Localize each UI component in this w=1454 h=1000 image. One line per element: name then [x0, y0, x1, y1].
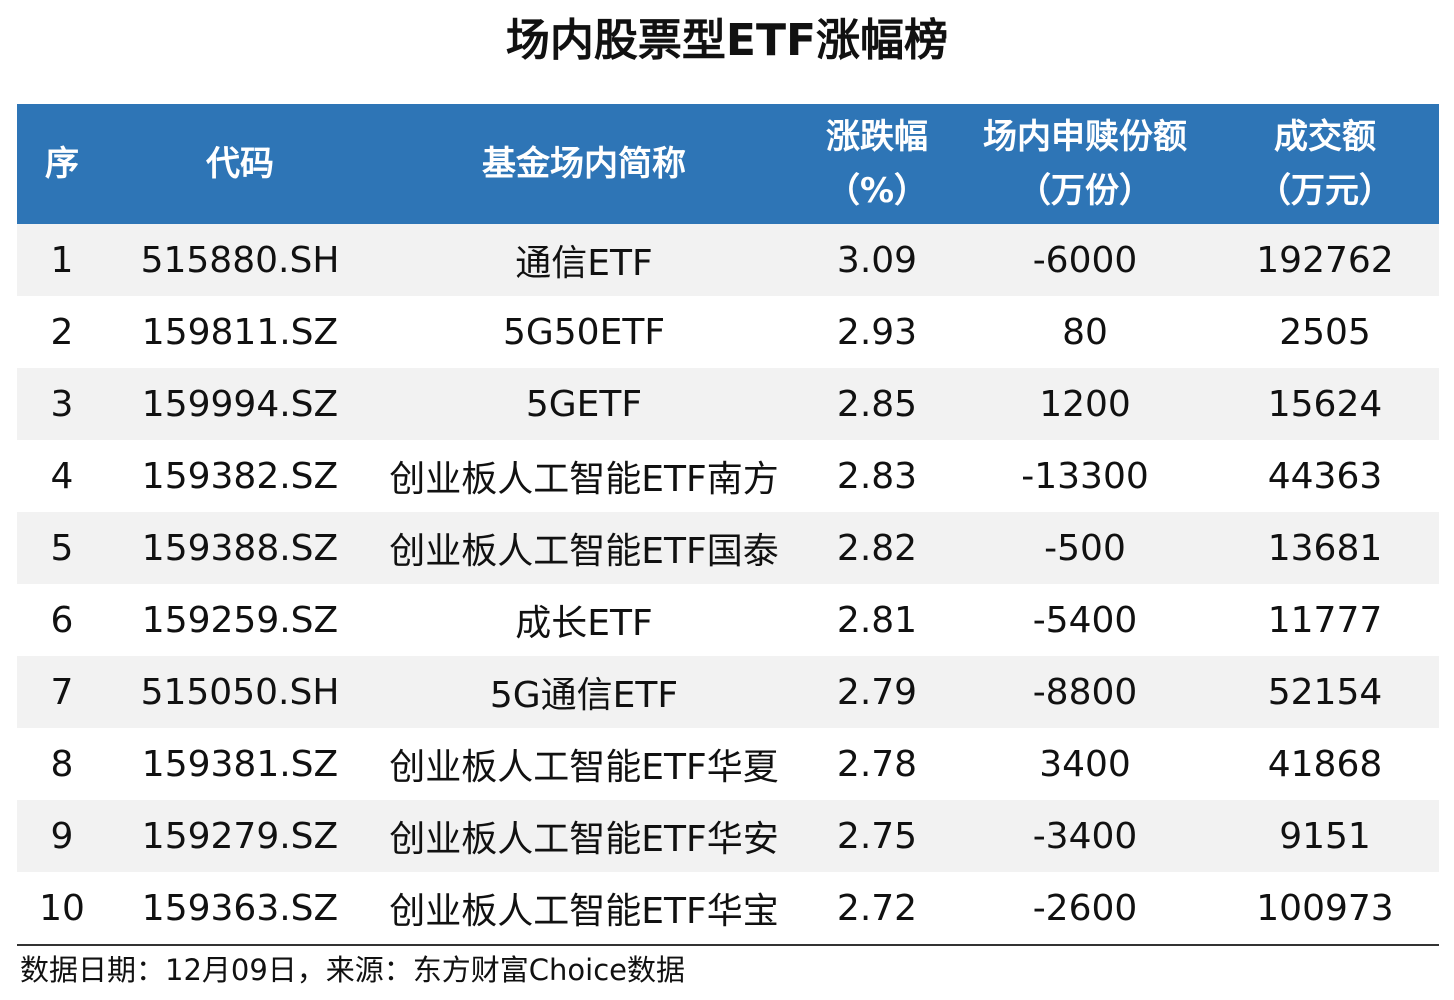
table-row: 7 515050.SH 5G通信ETF 2.79 -8800 52154 [17, 656, 1439, 728]
table-row: 9 159279.SZ 创业板人工智能ETF华安 2.75 -3400 9151 [17, 800, 1439, 872]
cell-change-pct: 2.75 [836, 815, 918, 857]
cell-change-pct: 2.78 [836, 743, 918, 785]
cell-subscription-shares: 3400 [1039, 743, 1131, 785]
cell-rank: 4 [50, 455, 74, 497]
cell-rank: 3 [50, 383, 74, 425]
table-row: 5 159388.SZ 创业板人工智能ETF国泰 2.82 -500 13681 [17, 512, 1439, 584]
cell-subscription-shares: 1200 [1039, 383, 1131, 425]
cell-code: 159259.SZ [141, 599, 339, 641]
cell-fund-name: 创业板人工智能ETF华夏 [389, 747, 779, 788]
cell-rank: 1 [50, 239, 74, 281]
cell-rank: 7 [50, 671, 74, 713]
footer-divider [17, 944, 1439, 946]
table-row: 2 159811.SZ 5G50ETF 2.93 80 2505 [17, 296, 1439, 368]
cell-change-pct: 2.79 [836, 671, 918, 713]
header-code: 代码 [206, 144, 274, 184]
table-row: 1 515880.SH 通信ETF 3.09 -6000 192762 [17, 224, 1439, 296]
cell-subscription-shares: -500 [1044, 527, 1126, 569]
cell-change-pct: 3.09 [836, 239, 918, 281]
table-row: 10 159363.SZ 创业板人工智能ETF华宝 2.72 -2600 100973 [17, 872, 1439, 944]
cell-code: 159382.SZ [141, 455, 339, 497]
cell-fund-name: 创业板人工智能ETF华宝 [389, 891, 779, 932]
cell-rank: 6 [50, 599, 74, 641]
cell-change-pct: 2.82 [836, 527, 918, 569]
cell-fund-name: 创业板人工智能ETF国泰 [389, 531, 779, 572]
cell-turnover: 41868 [1267, 743, 1383, 785]
cell-code: 159279.SZ [141, 815, 339, 857]
table-row: 8 159381.SZ 创业板人工智能ETF华夏 2.78 3400 41868 [17, 728, 1439, 800]
cell-turnover: 52154 [1267, 671, 1383, 713]
header-turnover: 成交额 （万元） [1257, 117, 1393, 211]
cell-fund-name: 创业板人工智能ETF南方 [389, 459, 779, 500]
cell-change-pct: 2.81 [836, 599, 918, 641]
cell-fund-name: 成长ETF [515, 603, 653, 644]
cell-subscription-shares: -8800 [1032, 671, 1138, 713]
table-row: 6 159259.SZ 成长ETF 2.81 -5400 11777 [17, 584, 1439, 656]
cell-subscription-shares: -13300 [1021, 455, 1149, 497]
cell-code: 515880.SH [140, 239, 340, 281]
cell-change-pct: 2.85 [836, 383, 918, 425]
cell-code: 159811.SZ [141, 311, 339, 353]
cell-turnover: 13681 [1267, 527, 1383, 569]
cell-code: 515050.SH [140, 671, 340, 713]
cell-subscription-shares: -6000 [1032, 239, 1138, 281]
cell-code: 159381.SZ [141, 743, 339, 785]
cell-turnover: 44363 [1267, 455, 1383, 497]
cell-fund-name: 创业板人工智能ETF华安 [389, 819, 779, 860]
header-rank: 序 [45, 144, 79, 184]
table-row: 4 159382.SZ 创业板人工智能ETF南方 2.83 -13300 44363 [17, 440, 1439, 512]
cell-fund-name: 5GETF [525, 383, 643, 425]
cell-turnover: 9151 [1279, 815, 1371, 857]
cell-fund-name: 5G50ETF [502, 311, 666, 353]
cell-rank: 9 [50, 815, 74, 857]
cell-turnover: 11777 [1267, 599, 1383, 641]
header-change-pct: 涨跌幅 （%） [825, 117, 929, 211]
cell-rank: 8 [50, 743, 74, 785]
cell-code: 159388.SZ [141, 527, 339, 569]
cell-rank: 5 [50, 527, 74, 569]
cell-change-pct: 2.83 [836, 455, 918, 497]
cell-fund-name: 通信ETF [515, 243, 653, 284]
table-row: 3 159994.SZ 5GETF 2.85 1200 15624 [17, 368, 1439, 440]
cell-rank: 2 [50, 311, 74, 353]
page-title: 场内股票型ETF涨幅榜 [505, 15, 949, 66]
cell-change-pct: 2.72 [836, 887, 918, 929]
cell-subscription-shares: -5400 [1032, 599, 1138, 641]
cell-turnover: 2505 [1279, 311, 1371, 353]
cell-rank: 10 [39, 887, 85, 929]
cell-code: 159363.SZ [141, 887, 339, 929]
table-body: 1 515880.SH 通信ETF 3.09 -6000 192762 2 159811.SZ… [17, 224, 1439, 944]
cell-turnover: 192762 [1256, 239, 1394, 281]
cell-subscription-shares: -2600 [1032, 887, 1138, 929]
cell-subscription-shares: -3400 [1032, 815, 1138, 857]
cell-turnover: 100973 [1256, 887, 1394, 929]
header-fund-name: 基金场内简称 [482, 144, 686, 184]
cell-change-pct: 2.93 [836, 311, 918, 353]
cell-subscription-shares: 80 [1062, 311, 1108, 353]
cell-turnover: 15624 [1267, 383, 1383, 425]
cell-code: 159994.SZ [141, 383, 339, 425]
cell-fund-name: 5G通信ETF [489, 675, 679, 716]
source-note: 数据日期：12月09日，来源：东方财富Choice数据 [20, 953, 686, 987]
header-subscription-shares: 场内申赎份额 （万份） [983, 117, 1187, 211]
table-header-row: 序 代码 基金场内简称 涨跌幅 （%） 场内申赎份额 （万份） 成交额 （万元） [17, 104, 1439, 224]
